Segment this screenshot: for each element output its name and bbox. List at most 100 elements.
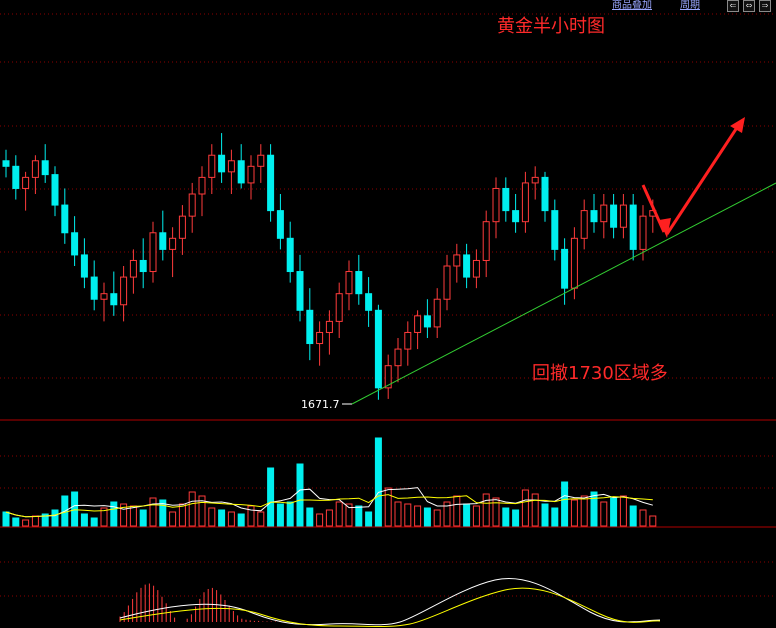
candle-down	[80, 254, 88, 278]
candle-down	[90, 276, 98, 300]
volume-bar	[316, 513, 324, 527]
volume-bar	[218, 509, 226, 527]
up-arrow	[665, 125, 740, 235]
volume-bar	[541, 503, 549, 527]
macd-line-dif	[119, 578, 661, 626]
candle-up	[394, 348, 402, 367]
volume-bar	[41, 513, 49, 527]
volume-bar	[502, 507, 510, 527]
volume-bar	[355, 505, 363, 527]
candle-up	[531, 176, 539, 184]
candle-down	[61, 204, 69, 234]
volume-bar	[247, 505, 255, 527]
volume-bar	[276, 503, 284, 527]
candle-down	[237, 160, 245, 184]
volume-bar	[90, 517, 98, 527]
candle-down	[159, 232, 167, 250]
candle-up	[149, 232, 157, 273]
volume-bar	[365, 511, 373, 527]
volume-bar	[257, 511, 265, 527]
candle-down	[71, 232, 79, 256]
volume-bar	[570, 499, 578, 527]
volume-bar	[580, 495, 588, 527]
volume-bar	[423, 507, 431, 527]
candle-up	[580, 210, 588, 239]
candle-up	[178, 215, 186, 239]
candle-up	[257, 154, 265, 167]
candle-up	[619, 204, 627, 228]
candle-down	[610, 204, 618, 228]
volume-bar	[178, 503, 186, 527]
low-price-label: 1671.7	[301, 398, 340, 411]
candle-down	[374, 309, 382, 389]
candle-up	[335, 293, 343, 322]
candle-up	[129, 259, 137, 278]
candle-up	[169, 237, 177, 250]
volume-bar	[384, 487, 392, 527]
volume-bar	[139, 509, 147, 527]
candle-down	[267, 154, 275, 212]
candle-up	[414, 315, 422, 333]
candle-down	[551, 210, 559, 250]
volume-bar	[619, 495, 627, 527]
volume-bar	[198, 495, 206, 527]
candle-down	[139, 259, 147, 273]
candle-up	[472, 259, 480, 278]
volume-bar	[51, 509, 59, 527]
volume-bar	[512, 509, 520, 527]
candle-up	[492, 187, 500, 223]
up-arrow-head	[730, 117, 745, 133]
volume-bar	[286, 501, 294, 527]
volume-bar	[100, 507, 108, 527]
nav-right-button[interactable]: ⇒	[759, 0, 771, 12]
candle-down	[355, 271, 363, 295]
candle-down	[276, 210, 284, 239]
chart-annotation: 回撤1730区域多	[532, 363, 668, 384]
volume-bar	[600, 501, 608, 527]
volume-ma-10	[5, 494, 653, 518]
volume-bar	[80, 513, 88, 527]
candle-down	[512, 210, 520, 223]
volume-bar	[433, 509, 441, 527]
candle-down	[365, 293, 373, 311]
candle-up	[600, 204, 608, 223]
candle-up	[100, 293, 108, 300]
volume-bar	[71, 491, 79, 527]
volume-bar	[472, 505, 480, 527]
volume-bar	[237, 513, 245, 527]
candle-down	[296, 271, 304, 311]
volume-ma-5	[5, 487, 653, 518]
candle-up	[453, 254, 461, 267]
candle-up	[31, 160, 39, 178]
volume-bar	[492, 497, 500, 527]
candle-down	[51, 174, 59, 206]
candle-up	[227, 160, 235, 173]
volume-bar	[227, 511, 235, 527]
candle-down	[541, 176, 549, 212]
volume-bar	[325, 509, 333, 527]
candle-down	[306, 309, 314, 345]
candle-up	[208, 154, 216, 178]
candle-up	[345, 271, 353, 295]
volume-bar	[414, 505, 422, 527]
volume-bar	[31, 515, 39, 527]
period-button[interactable]: 周期	[680, 0, 700, 11]
nav-fit-button[interactable]: ⇔	[743, 0, 755, 12]
candle-up	[198, 176, 206, 195]
candle-down	[41, 160, 49, 176]
overlay-button[interactable]: 商品叠加	[612, 0, 652, 11]
volume-bar	[120, 503, 128, 527]
volume-bar	[335, 501, 343, 527]
volume-bar	[345, 503, 353, 527]
volume-bar	[629, 505, 637, 527]
candle-down	[629, 204, 637, 250]
candle-down	[2, 160, 10, 167]
nav-left-button[interactable]: ⇐	[727, 0, 739, 12]
volume-bar	[443, 501, 451, 527]
candle-down	[502, 187, 510, 212]
volume-bar	[188, 491, 196, 527]
candle-up	[639, 215, 647, 250]
candle-down	[463, 254, 471, 278]
volume-bar	[374, 437, 382, 527]
